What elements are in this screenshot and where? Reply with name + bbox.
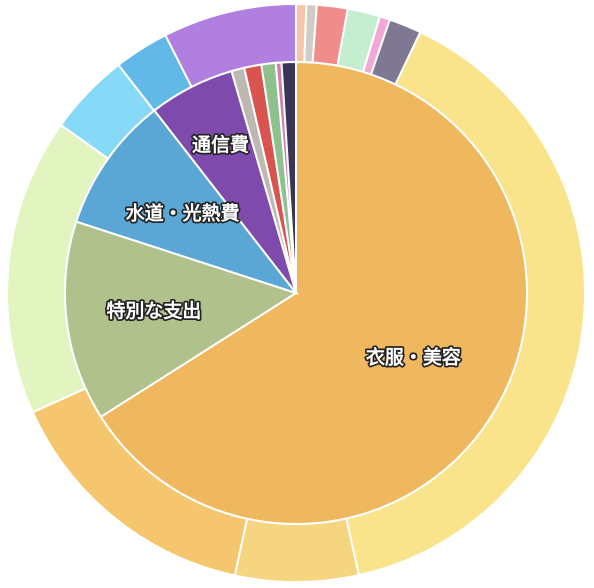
outer-slice-7 (233, 517, 361, 583)
inner-pie (64, 60, 528, 525)
slice-label-2: 水道・光熱費 (126, 201, 240, 224)
outer-ring (6, 2, 586, 583)
inner-slice-8 (280, 60, 297, 294)
inner-slice-2 (75, 109, 299, 295)
slice-label-1: 特別な支出 (106, 299, 201, 322)
slice-label-3: 通信費 (192, 133, 249, 156)
inner-slice-0 (99, 60, 528, 525)
inner-slice-1 (64, 220, 299, 419)
slice-labels: 衣服・美容 特別な支出 水道・光熱費 通信費 (105, 131, 463, 370)
slice-label-0: 衣服・美容 (366, 346, 461, 369)
